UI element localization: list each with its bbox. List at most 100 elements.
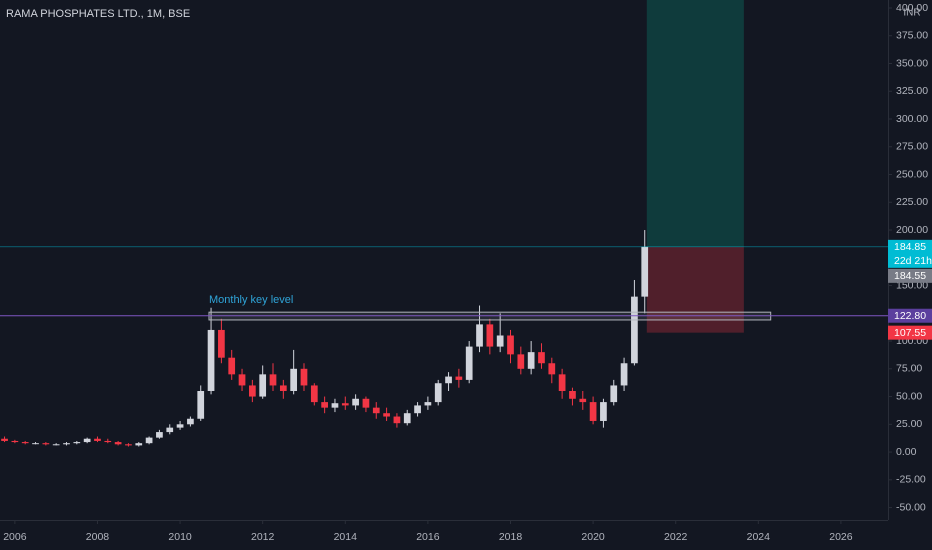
candle-body <box>11 440 19 443</box>
candle-body <box>63 443 70 445</box>
candle-body <box>94 438 101 441</box>
candle-body <box>73 442 81 444</box>
candle-body <box>125 444 132 446</box>
x-tick-label: 2022 <box>664 531 688 543</box>
x-tick-label: 2006 <box>3 531 27 543</box>
candle-body <box>279 385 287 391</box>
candle-body <box>527 352 535 369</box>
y-tick-label: 375.00 <box>896 30 928 42</box>
candle-body <box>32 443 39 445</box>
candle-body <box>558 374 566 391</box>
price-tag <box>888 325 932 340</box>
candle-body <box>486 324 494 347</box>
candle-body <box>114 442 122 445</box>
candle-body <box>156 432 163 438</box>
x-tick-label: 2016 <box>416 531 440 543</box>
candle-body <box>197 390 205 419</box>
candle-body <box>300 368 308 386</box>
candle-body <box>145 437 153 444</box>
drawings <box>646 0 744 333</box>
candle-body <box>414 405 421 414</box>
candle-body <box>21 442 29 444</box>
y-tick-label: 300.00 <box>896 113 928 125</box>
chart-title: RAMA PHOSPHATES LTD., 1M, BSE <box>6 8 190 20</box>
candle-body <box>238 374 246 386</box>
candle-body <box>249 385 256 397</box>
candle-body <box>445 376 452 384</box>
candle-body <box>631 296 638 364</box>
candle-body <box>403 413 411 424</box>
candle-body <box>259 374 267 397</box>
y-tick-label: 325.00 <box>896 85 928 97</box>
candle-body <box>507 335 514 355</box>
candle-body <box>434 383 442 403</box>
candle-body <box>600 402 607 421</box>
x-tick-label: 2018 <box>499 531 523 543</box>
position-stop-zone <box>646 246 744 333</box>
candle-body <box>393 416 401 424</box>
y-tick-label: 400.00 <box>896 2 928 14</box>
candle-body <box>538 352 545 364</box>
y-tick-label: -50.00 <box>896 501 926 513</box>
candle-body <box>455 376 463 380</box>
y-tick-label: 225.00 <box>896 196 928 208</box>
x-tick-label: 2012 <box>251 531 275 543</box>
candle-body <box>610 385 618 403</box>
y-tick-label: 50.00 <box>896 390 922 402</box>
candle-body <box>589 402 597 421</box>
candle-body <box>218 329 225 358</box>
candle-body <box>548 363 556 375</box>
x-tick-label: 2010 <box>168 531 192 543</box>
candle-body <box>331 403 339 408</box>
price-tag <box>888 239 932 268</box>
price-tag <box>888 308 932 323</box>
key-level-label: Monthly key level <box>209 294 293 306</box>
x-tick-label: 2020 <box>581 531 605 543</box>
candle-body <box>569 390 576 399</box>
candle-body <box>135 443 143 446</box>
overlays: Monthly key level <box>0 246 888 321</box>
candle-body <box>207 329 215 391</box>
candle-body <box>104 440 112 443</box>
countdown: 22d 21h <box>894 255 932 267</box>
candle-body <box>424 402 432 406</box>
candle-body <box>579 398 587 403</box>
price-tag-label: 107.55 <box>894 327 926 339</box>
y-tick-label: 200.00 <box>896 224 928 236</box>
candle-body <box>496 335 504 347</box>
x-tick-label: 2008 <box>86 531 110 543</box>
y-tick-label: -25.00 <box>896 474 926 486</box>
price-tag-label: 184.55 <box>894 270 926 282</box>
y-tick-label: 0.00 <box>896 446 917 458</box>
candle-body <box>517 354 525 369</box>
candle-body <box>176 424 184 428</box>
y-tick-label: 275.00 <box>896 141 928 153</box>
candle-body <box>641 246 649 297</box>
y-tick-label: 75.00 <box>896 363 922 375</box>
candle-body <box>42 443 50 445</box>
y-tick-label: 250.00 <box>896 168 928 180</box>
x-tick-label: 2014 <box>334 531 358 543</box>
price-tag-label: 184.85 <box>894 241 926 253</box>
y-tick-label: 350.00 <box>896 57 928 69</box>
candle-body <box>290 368 298 391</box>
candle-body <box>476 324 483 347</box>
candle-body <box>228 357 236 375</box>
y-tick-label: 25.00 <box>896 418 922 430</box>
candle-body <box>383 413 390 417</box>
candle-body <box>620 363 628 386</box>
currency: INR <box>903 8 920 19</box>
candle-body <box>52 444 60 446</box>
candle-body <box>1 438 8 441</box>
candle-body <box>83 438 91 443</box>
candles <box>1 230 649 447</box>
candle-body <box>166 427 174 433</box>
x-tick-label: 2024 <box>747 531 771 543</box>
price-tag <box>888 268 932 283</box>
candle-body <box>465 346 473 380</box>
candle-body <box>321 402 328 408</box>
candle-body <box>372 407 380 414</box>
